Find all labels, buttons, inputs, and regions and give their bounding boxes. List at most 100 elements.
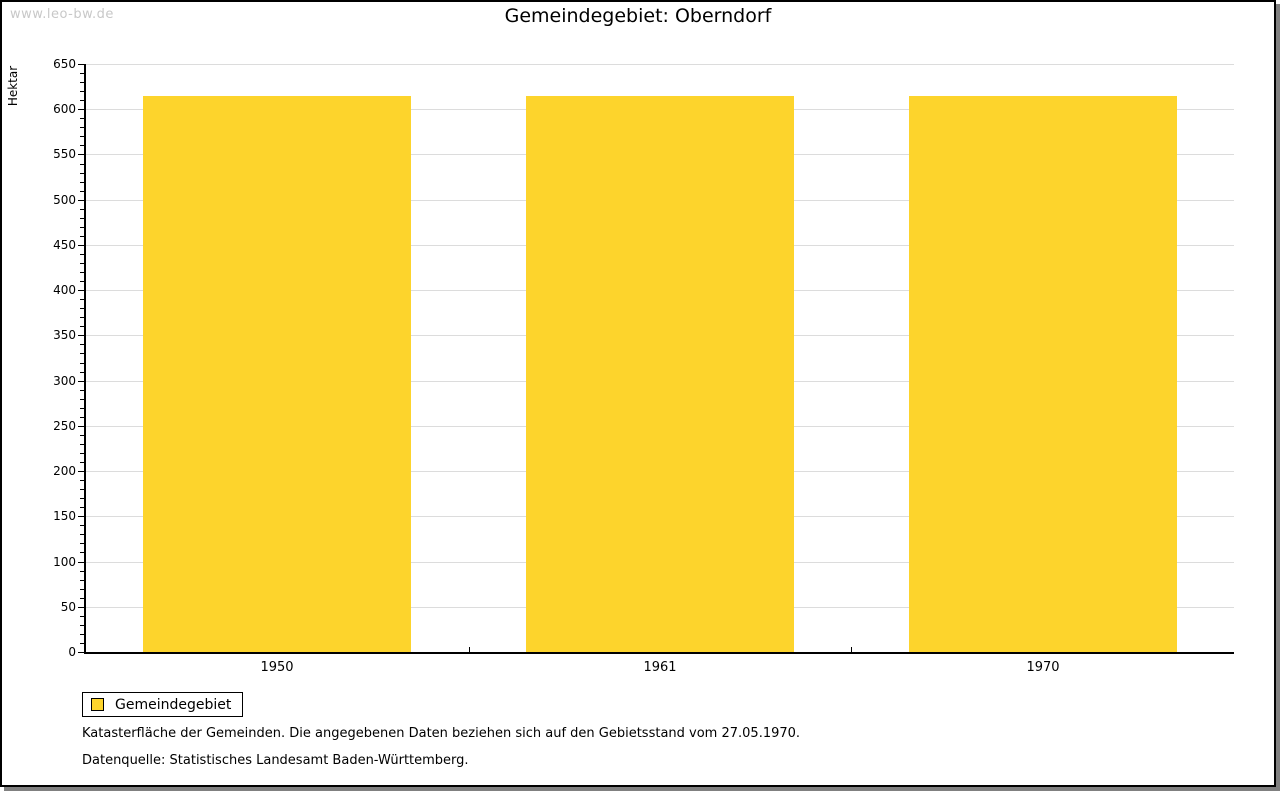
y-minor-tick xyxy=(80,235,84,237)
y-minor-tick xyxy=(80,82,84,84)
y-tick-label: 650 xyxy=(53,57,76,71)
y-minor-tick xyxy=(80,407,84,409)
y-minor-tick xyxy=(80,100,84,102)
y-minor-tick xyxy=(80,642,84,644)
y-major-tick xyxy=(78,244,84,246)
y-gridline xyxy=(86,64,1234,65)
y-minor-tick xyxy=(80,272,84,274)
y-minor-tick xyxy=(80,253,84,255)
y-minor-tick xyxy=(80,217,84,219)
y-minor-tick xyxy=(80,597,84,599)
y-minor-tick xyxy=(80,136,84,138)
y-minor-tick xyxy=(80,281,84,283)
y-minor-tick xyxy=(80,263,84,264)
y-major-tick xyxy=(78,652,84,653)
y-tick-label: 100 xyxy=(53,554,76,569)
y-minor-tick xyxy=(80,443,84,445)
y-tick-label: 200 xyxy=(53,464,76,479)
plot-area: 0 50 100 150 200 250 300 350 400 450 500 550 600 650 1… xyxy=(53,57,1234,675)
y-minor-tick xyxy=(80,543,84,545)
y-minor-tick xyxy=(80,480,84,482)
y-tick-label: 400 xyxy=(53,283,76,298)
y-minor-tick xyxy=(80,498,84,500)
y-major-tick xyxy=(78,561,84,563)
y-minor-tick xyxy=(80,299,84,301)
x-boundary-tick xyxy=(469,647,470,652)
y-minor-tick xyxy=(80,127,84,129)
y-minor-tick xyxy=(80,633,84,635)
y-tick-label: 600 xyxy=(53,102,76,117)
x-boundary-tick xyxy=(851,647,852,652)
x-tick-label: 1950 xyxy=(260,660,294,675)
bar-1950 xyxy=(143,95,411,652)
y-tick-label: 0 xyxy=(68,645,76,659)
y-minor-tick xyxy=(80,118,84,120)
y-tick-label: 550 xyxy=(53,147,76,162)
y-minor-tick xyxy=(80,434,84,436)
y-tick-label: 250 xyxy=(53,418,76,433)
bar-1970 xyxy=(909,95,1177,652)
y-major-tick xyxy=(78,380,84,382)
y-minor-tick xyxy=(80,507,84,509)
y-major-tick xyxy=(78,425,84,427)
y-minor-tick xyxy=(80,362,84,364)
y-minor-tick xyxy=(80,462,84,464)
bar-1961 xyxy=(526,95,794,652)
legend: Gemeindegebiet xyxy=(82,692,244,717)
y-minor-tick xyxy=(80,489,84,491)
y-minor-tick xyxy=(80,615,84,617)
y-major-tick xyxy=(78,290,84,292)
y-minor-tick xyxy=(80,326,84,328)
y-minor-tick xyxy=(80,353,84,355)
y-minor-tick xyxy=(80,389,84,391)
y-minor-tick xyxy=(80,552,84,554)
y-tick-label: 450 xyxy=(53,237,76,252)
y-minor-tick xyxy=(80,588,84,590)
y-minor-tick xyxy=(80,73,84,75)
footnote-data-source: Datenquelle: Statistisches Landesamt Bad… xyxy=(82,753,469,768)
y-tick-label: 300 xyxy=(53,373,76,388)
x-tick-label: 1961 xyxy=(643,660,677,675)
y-minor-tick xyxy=(80,579,84,581)
y-major-tick xyxy=(78,335,84,337)
y-minor-tick xyxy=(80,371,84,373)
chart-title: Gemeindegebiet: Oberndorf xyxy=(504,5,772,27)
y-major-tick xyxy=(78,471,84,473)
y-minor-tick xyxy=(80,172,84,174)
y-minor-tick xyxy=(80,398,84,400)
y-minor-tick xyxy=(80,525,84,527)
y-tick-label: 150 xyxy=(53,509,76,524)
y-minor-tick xyxy=(80,308,84,310)
y-major-tick xyxy=(78,606,84,608)
y-minor-tick xyxy=(80,534,84,536)
y-minor-tick xyxy=(80,145,84,147)
y-minor-tick xyxy=(80,208,84,210)
y-tick-label: 500 xyxy=(53,192,76,207)
y-tick-label: 50 xyxy=(60,599,76,614)
y-major-tick xyxy=(78,516,84,518)
y-minor-tick xyxy=(80,190,84,192)
y-minor-tick xyxy=(80,570,84,572)
legend-label-gemeindegebiet: Gemeindegebiet xyxy=(115,696,232,713)
y-minor-tick xyxy=(80,452,84,454)
y-major-tick xyxy=(78,199,84,201)
y-minor-tick xyxy=(80,226,84,228)
watermark: www.leo-bw.de xyxy=(10,7,114,22)
x-tick-label: 1970 xyxy=(1026,660,1060,675)
y-minor-tick xyxy=(80,416,84,418)
y-major-tick xyxy=(78,109,84,111)
y-tick-label: 350 xyxy=(53,328,76,343)
y-minor-tick xyxy=(80,317,84,319)
y-minor-tick xyxy=(80,624,84,626)
y-minor-tick xyxy=(80,163,84,165)
y-major-tick xyxy=(78,64,84,65)
y-axis-title: Hektar xyxy=(6,65,20,107)
footnote-data-description: Katasterfläche der Gemeinden. Die angege… xyxy=(82,726,801,741)
y-minor-tick xyxy=(80,91,84,93)
legend-swatch-gemeindegebiet xyxy=(91,698,104,711)
y-minor-tick xyxy=(80,344,84,346)
y-minor-tick xyxy=(80,181,84,183)
y-major-tick xyxy=(78,154,84,156)
